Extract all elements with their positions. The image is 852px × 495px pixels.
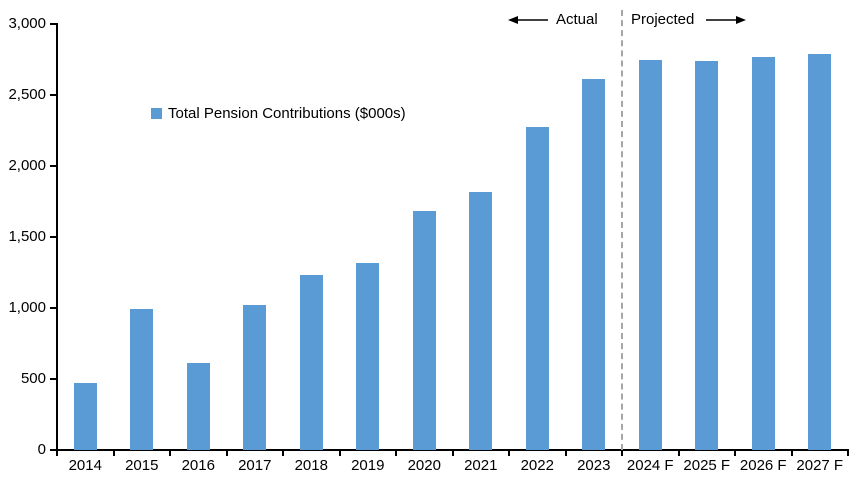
actual-left-arrow-icon bbox=[508, 16, 548, 24]
y-axis-label: 1,000 bbox=[8, 299, 46, 316]
x-axis-label: 2020 bbox=[407, 457, 441, 474]
x-axis-tick bbox=[338, 450, 341, 456]
y-axis-label: 2,000 bbox=[8, 157, 46, 174]
y-axis-tick bbox=[50, 236, 57, 238]
y-axis-label: 1,500 bbox=[8, 228, 46, 245]
x-axis-tick bbox=[677, 450, 680, 456]
legend-marker-icon bbox=[151, 108, 162, 119]
x-axis-label: 2021 bbox=[464, 457, 498, 474]
y-axis-tick bbox=[50, 449, 57, 451]
bar-2014 bbox=[73, 383, 97, 450]
bar-2017 bbox=[243, 305, 267, 450]
bar-2021 bbox=[469, 192, 493, 450]
x-axis-tick bbox=[395, 450, 397, 456]
x-axis-tick bbox=[282, 450, 284, 456]
y-axis-label: 3,000 bbox=[8, 15, 46, 32]
x-axis-tick bbox=[790, 450, 793, 456]
x-axis-tick bbox=[508, 450, 510, 456]
y-axis-tick bbox=[50, 165, 57, 167]
bar-2027-f bbox=[808, 53, 832, 450]
y-axis-tick bbox=[50, 23, 57, 25]
projected-right-arrow-icon bbox=[706, 16, 746, 24]
y-axis-tick bbox=[50, 378, 57, 380]
x-axis-label: 2025 F bbox=[683, 457, 731, 474]
actual-projected-divider bbox=[621, 10, 623, 450]
x-axis-tick bbox=[847, 450, 849, 456]
x-axis-tick bbox=[734, 450, 736, 456]
projected-label: Projected bbox=[631, 11, 695, 28]
y-axis-tick bbox=[50, 307, 57, 309]
x-axis-tick bbox=[169, 450, 171, 456]
y-axis-label: 2,500 bbox=[8, 86, 46, 103]
bar-2019 bbox=[356, 263, 380, 450]
actual-label: Actual bbox=[556, 11, 598, 28]
x-axis-label: 2026 F bbox=[739, 457, 787, 474]
x-axis-tick bbox=[451, 450, 454, 456]
bar-2024-f bbox=[638, 59, 662, 450]
bar-2023 bbox=[582, 79, 606, 450]
y-axis-label: 0 bbox=[37, 441, 46, 458]
x-axis-label: 2027 F bbox=[796, 457, 844, 474]
y-axis-label: 500 bbox=[20, 370, 46, 387]
y-axis bbox=[56, 23, 58, 451]
legend-label: Total Pension Contributions ($000s) bbox=[168, 105, 406, 122]
x-axis-tick bbox=[56, 450, 58, 456]
x-axis-label: 2016 bbox=[181, 457, 215, 474]
x-axis-label: 2018 bbox=[294, 457, 328, 474]
x-axis-label: 2024 F bbox=[626, 457, 674, 474]
y-axis-tick bbox=[50, 94, 57, 96]
x-axis-tick bbox=[112, 450, 115, 456]
x-axis-label: 2014 bbox=[68, 457, 102, 474]
bar-2015 bbox=[130, 309, 154, 450]
x-axis-label: 2023 bbox=[577, 457, 611, 474]
x-axis-tick bbox=[621, 450, 623, 456]
x-axis-tick bbox=[225, 450, 228, 456]
x-axis-label: 2015 bbox=[125, 457, 159, 474]
bar-2020 bbox=[412, 211, 436, 450]
bar-2025-f bbox=[695, 60, 719, 450]
x-axis-label: 2019 bbox=[351, 457, 385, 474]
x-axis-tick bbox=[564, 450, 567, 456]
bar-2022 bbox=[525, 126, 549, 450]
bar-2026-f bbox=[751, 57, 775, 450]
bar-2018 bbox=[299, 275, 323, 450]
x-axis-label: 2022 bbox=[520, 457, 554, 474]
legend: Total Pension Contributions ($000s) bbox=[151, 105, 406, 122]
bar-2016 bbox=[186, 363, 210, 450]
x-axis-label: 2017 bbox=[238, 457, 272, 474]
